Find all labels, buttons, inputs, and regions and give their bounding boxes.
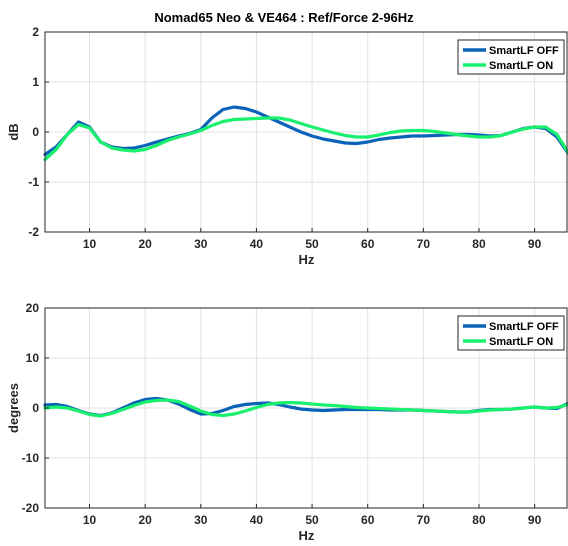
- phase-series-lines: [43, 396, 568, 418]
- legend-label-smartlf-on: SmartLF ON: [489, 336, 553, 348]
- magnitude-x-tick-label: 40: [250, 237, 264, 251]
- magnitude-y-tick-label: -2: [28, 225, 39, 239]
- phase-x-tick-label: 50: [305, 513, 319, 527]
- phase-y-tick-label: -10: [22, 451, 40, 465]
- phase-x-tick-label: 60: [361, 513, 375, 527]
- magnitude-legend: SmartLF OFF SmartLF ON: [457, 39, 565, 75]
- series-line-smartlf-on: [43, 398, 568, 418]
- phase-x-tick-label: 10: [83, 513, 97, 527]
- magnitude-x-tick-label: 90: [528, 237, 542, 251]
- magnitude-x-tick-label: 70: [417, 237, 431, 251]
- magnitude-y-tick-label: 0: [32, 125, 39, 139]
- phase-y-tick-label: 20: [26, 301, 40, 315]
- phase-x-tick-label: 30: [194, 513, 208, 527]
- legend-label-smartlf-off: SmartLF OFF: [489, 45, 559, 57]
- phase-x-tick-label: 20: [138, 513, 152, 527]
- phase-x-tick-label: 80: [472, 513, 486, 527]
- magnitude-x-tick-label: 30: [194, 237, 208, 251]
- magnitude-tick-labels: 10 20 30 40 50 60 70 80 90 -2 -1 0 1 2: [28, 25, 541, 251]
- legend-label-smartlf-on: SmartLF ON: [489, 60, 553, 72]
- series-line-smartlf-off: [43, 105, 568, 157]
- series-line-smartlf-on: [43, 116, 568, 162]
- magnitude-x-tick-label: 20: [138, 237, 152, 251]
- phase-x-tick-label: 40: [250, 513, 264, 527]
- legend-label-smartlf-off: SmartLF OFF: [489, 321, 559, 333]
- magnitude-x-tick-label: 50: [305, 237, 319, 251]
- magnitude-x-tick-label: 60: [361, 237, 375, 251]
- magnitude-series-lines: [43, 105, 568, 162]
- magnitude-plot: 10 20 30 40 50 60 70 80 90 -2 -1 0 1 2 Hz dB SmartLF …: [6, 25, 568, 267]
- phase-tick-labels: 10 20 30 40 50 60 70 80 90 -20 -10 0 10 20: [22, 301, 542, 527]
- magnitude-y-tick-label: 1: [32, 75, 39, 89]
- phase-y-tick-label: 10: [26, 351, 40, 365]
- chart-title: Nomad65 Neo & VE464 : Ref/Force 2-96Hz: [154, 10, 414, 25]
- phase-y-tick-label: -20: [22, 501, 40, 515]
- phase-x-tick-label: 70: [417, 513, 431, 527]
- magnitude-x-tick-label: 10: [83, 237, 97, 251]
- phase-legend-box: [457, 315, 565, 351]
- phase-y-tick-label: 0: [32, 401, 39, 415]
- magnitude-x-axis-label: Hz: [299, 252, 315, 267]
- phase-x-tick-label: 90: [528, 513, 542, 527]
- phase-y-axis-label: degrees: [6, 383, 21, 433]
- magnitude-y-tick-label: -1: [28, 175, 39, 189]
- series-line-smartlf-off: [43, 396, 568, 418]
- magnitude-legend-box: [457, 39, 565, 75]
- magnitude-y-axis-label: dB: [6, 123, 21, 140]
- phase-plot: 10 20 30 40 50 60 70 80 90 -20 -10 0 10 20 Hz degrees…: [6, 301, 568, 543]
- magnitude-x-tick-label: 80: [472, 237, 486, 251]
- phase-legend: SmartLF OFF SmartLF ON: [457, 315, 565, 351]
- phase-x-axis-label: Hz: [299, 528, 315, 543]
- magnitude-y-tick-label: 2: [32, 25, 39, 39]
